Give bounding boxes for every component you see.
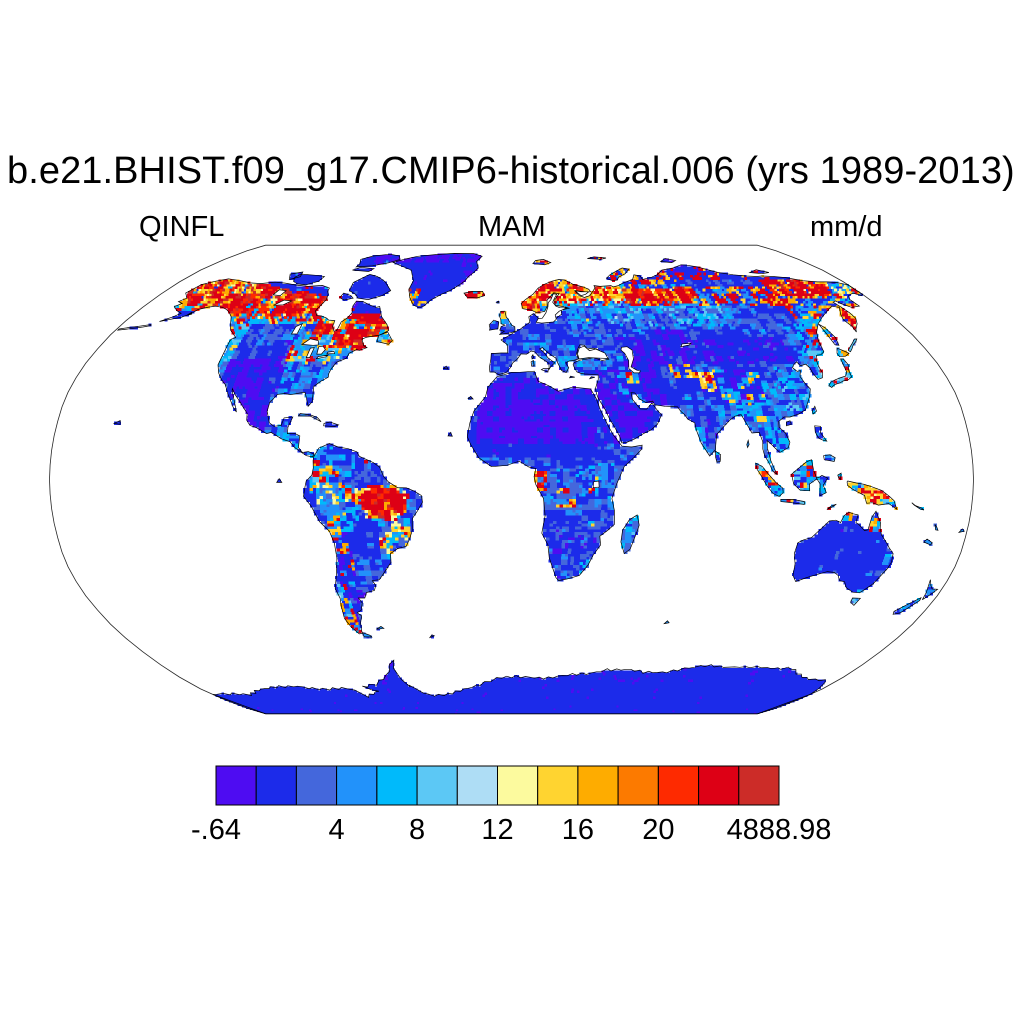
- svg-text:-.64: -.64: [191, 814, 241, 846]
- svg-text:16: 16: [562, 814, 594, 846]
- svg-text:8: 8: [409, 814, 425, 846]
- svg-text:20: 20: [642, 814, 674, 846]
- svg-text:4: 4: [329, 814, 345, 846]
- svg-text:12: 12: [481, 814, 513, 846]
- svg-text:4888.98: 4888.98: [727, 814, 832, 846]
